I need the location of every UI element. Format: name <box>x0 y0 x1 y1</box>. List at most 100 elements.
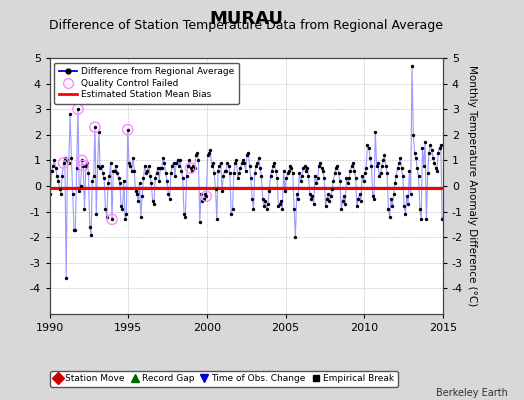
Point <box>151 175 159 182</box>
Point <box>352 175 360 182</box>
Point <box>371 129 379 136</box>
Point <box>203 152 212 158</box>
Point <box>117 203 125 210</box>
Point <box>370 196 378 202</box>
Point <box>321 203 330 210</box>
Point <box>70 226 78 233</box>
Point <box>198 198 206 204</box>
Point <box>49 162 57 169</box>
Text: MURAU: MURAU <box>209 10 283 28</box>
Point <box>391 180 399 187</box>
Point <box>368 193 377 200</box>
Point <box>79 162 88 169</box>
Point <box>181 214 190 220</box>
Point <box>245 162 254 169</box>
Point <box>138 193 146 200</box>
Point <box>297 178 305 184</box>
Point <box>147 180 156 187</box>
Point <box>408 62 416 69</box>
Point <box>298 172 306 179</box>
Point <box>91 124 99 130</box>
Point <box>336 178 344 184</box>
Point <box>75 188 83 194</box>
Point <box>194 157 203 164</box>
Point <box>139 175 148 182</box>
Point <box>396 155 405 161</box>
Point <box>91 124 99 130</box>
Point <box>137 214 145 220</box>
Point <box>274 203 282 210</box>
Point <box>223 160 232 166</box>
Point <box>400 203 408 210</box>
Point <box>265 188 274 194</box>
Point <box>332 165 340 171</box>
Point <box>177 168 185 174</box>
Point <box>130 168 138 174</box>
Point <box>413 165 421 171</box>
Point <box>92 211 101 217</box>
Point <box>263 206 271 212</box>
Point <box>421 139 429 146</box>
Point <box>283 170 292 176</box>
Point <box>221 168 229 174</box>
Point <box>85 224 94 230</box>
Point <box>133 190 141 197</box>
Point <box>188 168 196 174</box>
Point <box>100 175 108 182</box>
Point <box>119 178 128 184</box>
Point <box>315 162 323 169</box>
Point <box>429 155 437 161</box>
Point <box>142 170 150 176</box>
Point <box>158 165 166 171</box>
Point <box>113 170 122 176</box>
Point <box>401 211 410 217</box>
Point <box>247 175 255 182</box>
Point <box>318 165 326 171</box>
Point <box>399 172 407 179</box>
Point <box>261 198 269 204</box>
Point <box>380 152 389 158</box>
Point <box>64 160 73 166</box>
Point <box>362 165 370 171</box>
Point <box>320 175 329 182</box>
Point <box>291 234 300 240</box>
Point <box>59 160 68 166</box>
Point <box>169 160 178 166</box>
Point <box>213 216 221 222</box>
Point <box>122 211 130 217</box>
Point <box>361 170 369 176</box>
Point <box>347 162 356 169</box>
Point <box>358 172 366 179</box>
Point <box>285 168 293 174</box>
Point <box>295 170 303 176</box>
Point <box>346 168 355 174</box>
Point <box>51 165 60 171</box>
Point <box>253 160 261 166</box>
Point <box>174 162 183 169</box>
Point <box>83 160 91 166</box>
Point <box>159 155 167 161</box>
Point <box>224 162 233 169</box>
Point <box>395 160 403 166</box>
Point <box>264 201 272 207</box>
Point <box>148 198 157 204</box>
Point <box>355 190 364 197</box>
Point <box>294 196 302 202</box>
Point <box>104 180 112 187</box>
Point <box>48 168 56 174</box>
Point <box>95 129 103 136</box>
Point <box>240 160 248 166</box>
Point <box>231 160 239 166</box>
Point <box>184 162 192 169</box>
Point <box>384 206 392 212</box>
Point <box>303 165 311 171</box>
Point <box>79 162 88 169</box>
Point <box>326 193 335 200</box>
Point <box>232 157 241 164</box>
Point <box>230 170 238 176</box>
Point <box>114 175 123 182</box>
Point <box>379 157 387 164</box>
Point <box>353 203 361 210</box>
Point <box>185 157 193 164</box>
Point <box>433 168 441 174</box>
